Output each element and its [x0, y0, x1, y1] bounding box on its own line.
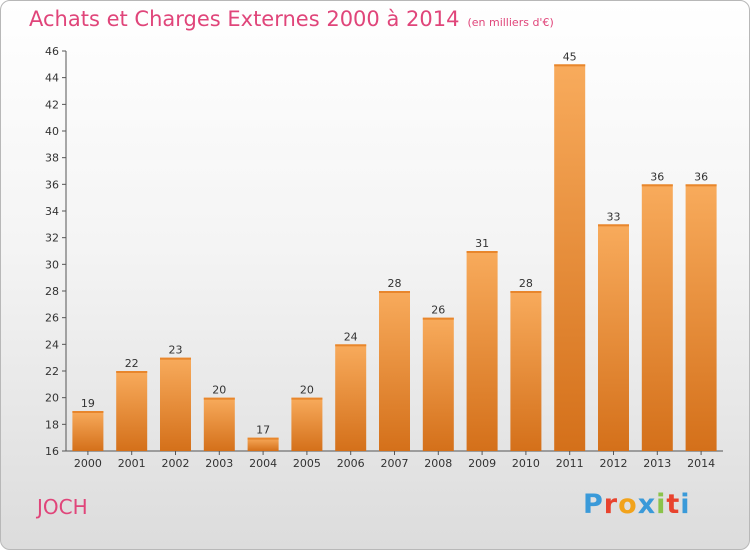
bar-top-edge: [641, 184, 673, 187]
data-label: 22: [125, 357, 139, 370]
y-tick-label: 24: [45, 338, 59, 351]
y-tick-label: 22: [45, 365, 59, 378]
y-tick-label: 26: [45, 312, 59, 325]
x-tick-label: 2002: [162, 457, 190, 470]
y-tick-label: 16: [45, 445, 59, 458]
bar-top-edge: [160, 357, 191, 360]
logo-letter: r: [603, 489, 619, 520]
y-tick-label: 40: [45, 125, 59, 138]
x-tick-label: 2014: [687, 457, 715, 470]
bar-top-edge: [291, 397, 323, 400]
data-label: 31: [475, 237, 489, 250]
data-label: 28: [388, 277, 402, 290]
bar: [116, 371, 148, 451]
y-tick-label: 18: [45, 418, 59, 431]
x-tick-label: 2011: [556, 457, 584, 470]
bar-top-edge: [335, 344, 367, 347]
bar-top-edge: [510, 291, 542, 293]
logo-letter: P: [583, 489, 604, 520]
bar-top-edge: [116, 371, 148, 373]
chart-subtitle: (en milliers d'€): [467, 16, 554, 29]
data-label: 24: [344, 330, 358, 343]
town-name: JOCH: [37, 495, 88, 519]
data-label: 23: [169, 344, 183, 357]
y-tick-label: 34: [45, 205, 59, 218]
chart-bars: [72, 64, 717, 452]
bar: [598, 224, 629, 451]
data-label: 36: [650, 170, 664, 183]
bar-top-edge: [203, 397, 235, 400]
bar-top-edge: [379, 291, 410, 293]
data-label: 33: [607, 210, 621, 223]
data-label: 36: [694, 170, 708, 183]
y-tick-label: 36: [45, 178, 59, 191]
y-tick-label: 30: [45, 258, 59, 271]
bar: [554, 64, 586, 452]
x-tick-label: 2008: [424, 457, 452, 470]
bar-top-edge: [598, 224, 629, 227]
data-label: 17: [256, 424, 270, 437]
bar: [291, 397, 323, 451]
logo-letter: i: [656, 489, 667, 520]
y-tick-label: 20: [45, 392, 59, 405]
bar-top-edge: [685, 184, 717, 187]
bar: [466, 251, 498, 451]
chart-title: Achats et Charges Externes 2000 à 2014 (e…: [29, 7, 554, 31]
bar: [641, 184, 673, 452]
y-tick-label: 32: [45, 232, 59, 245]
data-label: 26: [431, 304, 445, 317]
x-tick-label: 2005: [293, 457, 321, 470]
logo-letter: x: [637, 489, 657, 520]
data-label: 20: [212, 384, 226, 397]
data-label: 20: [300, 384, 314, 397]
data-label: 19: [81, 397, 95, 410]
logo-letter: t: [666, 489, 681, 520]
data-label: 45: [563, 50, 577, 63]
y-tick-label: 44: [45, 72, 59, 85]
x-tick-label: 2001: [118, 457, 146, 470]
bar: [160, 357, 191, 451]
x-tick-label: 2004: [249, 457, 277, 470]
x-tick-label: 2003: [205, 457, 233, 470]
y-tick-label: 38: [45, 152, 59, 165]
y-tick-label: 28: [45, 285, 59, 298]
y-tick-label: 42: [45, 98, 59, 111]
bar: [203, 397, 235, 451]
data-label: 28: [519, 277, 533, 290]
x-tick-label: 2000: [74, 457, 102, 470]
x-tick-label: 2013: [643, 457, 671, 470]
x-tick-label: 2012: [600, 457, 628, 470]
chart-axes: 16 18 20 22 24 26 28 30 32 34 36 38 40 42 44 46: [45, 45, 723, 458]
bar-top-edge: [554, 64, 586, 67]
x-tick-label: 2010: [512, 457, 540, 470]
chart-labels: 2000 19 2001 22 2002 23 2003 20 2004 17 2005 20 2006…: [74, 50, 715, 470]
bar: [422, 317, 454, 451]
bar: [72, 411, 104, 451]
bar: [510, 291, 542, 451]
logo-letter: o: [618, 489, 638, 520]
bar-top-edge: [72, 411, 104, 413]
chart-title-text: Achats et Charges Externes 2000 à 2014: [29, 7, 460, 31]
logo-letter: i: [680, 489, 691, 520]
bar: [685, 184, 717, 452]
bar: [335, 344, 367, 451]
bar: [247, 437, 279, 451]
bar-top-edge: [422, 317, 454, 320]
bar-top-edge: [466, 251, 498, 253]
bar-top-edge: [247, 437, 279, 440]
bar: [379, 291, 410, 451]
x-tick-label: 2006: [337, 457, 365, 470]
x-tick-label: 2009: [468, 457, 496, 470]
proxiti-logo: Proxiti: [583, 489, 691, 520]
y-tick-label: 46: [45, 45, 59, 58]
x-tick-label: 2007: [381, 457, 409, 470]
